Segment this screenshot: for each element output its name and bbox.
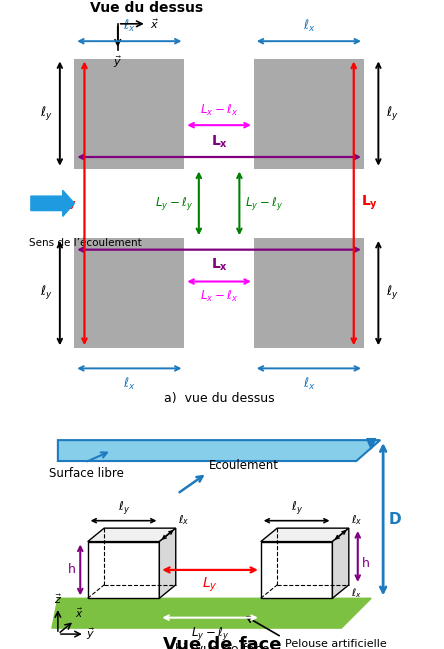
Text: $\ell_y$: $\ell_y$ [385, 284, 398, 302]
Text: $\vec{x}$: $\vec{x}$ [150, 17, 159, 31]
Text: Vue du dessus: Vue du dessus [90, 1, 203, 15]
Polygon shape [261, 528, 349, 541]
Text: $\mathbf{L_y}$: $\mathbf{L_y}$ [60, 194, 77, 212]
Bar [254, 58, 364, 169]
Text: Ecoulement: Ecoulement [209, 459, 278, 472]
Text: Surface libre: Surface libre [49, 467, 124, 480]
Polygon shape [52, 598, 371, 628]
Text: b)  vue de face: b) vue de face [175, 643, 269, 649]
Text: $\vec{z}$: $\vec{z}$ [54, 592, 62, 606]
Bar [74, 58, 184, 169]
Text: $\ell_x$: $\ell_x$ [178, 513, 190, 526]
Text: $\mathbf{L_x}$: $\mathbf{L_x}$ [210, 133, 228, 150]
Text: $\ell_y$: $\ell_y$ [118, 498, 130, 515]
Text: $\vec{y}$: $\vec{y}$ [113, 55, 122, 70]
Text: h: h [362, 557, 370, 570]
Text: $\vec{x}$: $\vec{x}$ [75, 606, 83, 620]
Text: $\ell_x$: $\ell_x$ [351, 586, 362, 600]
Text: h: h [68, 563, 76, 576]
Text: $\ell_y$: $\ell_y$ [40, 284, 52, 302]
Text: $\ell_x$: $\ell_x$ [123, 376, 135, 392]
Text: $\mathbf{L_x}$: $\mathbf{L_x}$ [210, 257, 228, 273]
Bar [254, 238, 364, 348]
Bar [88, 541, 159, 598]
Text: $L_y - \ell_y$: $L_y - \ell_y$ [245, 195, 283, 212]
Bar [74, 238, 184, 348]
Text: $\ell_x$: $\ell_x$ [123, 18, 135, 34]
FancyArrow shape [31, 190, 74, 216]
Text: $L_y - \ell_y$: $L_y - \ell_y$ [155, 195, 193, 212]
Polygon shape [58, 440, 380, 461]
Text: $\ell_x$: $\ell_x$ [351, 513, 363, 526]
Text: $\ell_y$: $\ell_y$ [291, 498, 303, 515]
Text: $\ell_y$: $\ell_y$ [385, 104, 398, 123]
Text: $L_y$: $L_y$ [202, 575, 218, 594]
Text: $L_x - \ell_x$: $L_x - \ell_x$ [200, 103, 238, 118]
Text: $\vec{y}$: $\vec{y}$ [86, 626, 95, 642]
Text: $\ell_x$: $\ell_x$ [302, 376, 315, 392]
Text: D: D [389, 511, 402, 527]
Text: Pelouse artificielle: Pelouse artificielle [285, 639, 386, 648]
Text: a)  vue du dessus: a) vue du dessus [164, 391, 274, 404]
Text: $L_x - \ell_x$: $L_x - \ell_x$ [200, 289, 238, 304]
Polygon shape [333, 528, 349, 598]
Text: Vue de face: Vue de face [163, 637, 281, 649]
Text: Sens de l’écoulement: Sens de l’écoulement [29, 238, 142, 248]
Text: $\ell_x$: $\ell_x$ [302, 18, 315, 34]
Polygon shape [88, 528, 176, 541]
Bar [261, 541, 333, 598]
Polygon shape [367, 439, 376, 449]
Text: $\ell_y$: $\ell_y$ [40, 104, 52, 123]
Text: $L_y - \ell_y$: $L_y - \ell_y$ [191, 624, 229, 641]
Text: $\mathbf{L_y}$: $\mathbf{L_y}$ [361, 194, 378, 212]
Polygon shape [159, 528, 176, 598]
